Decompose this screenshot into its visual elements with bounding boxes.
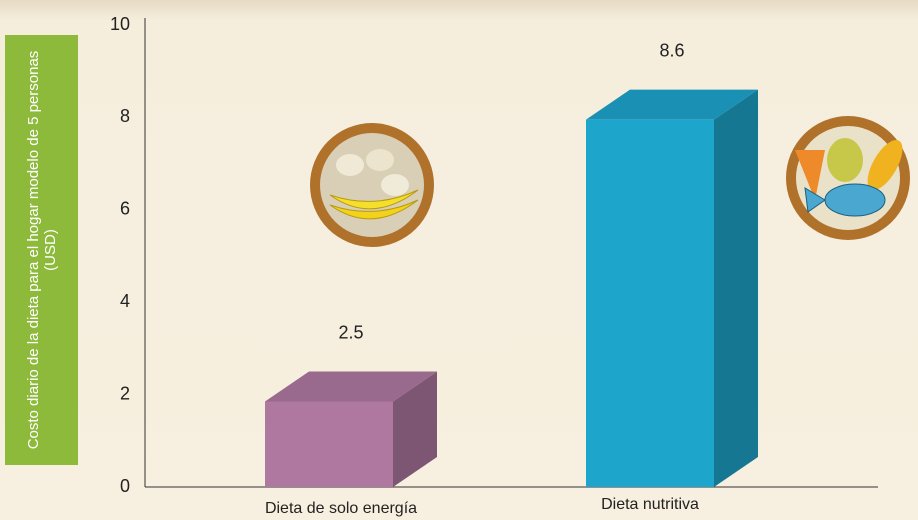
value-label: 2.5	[338, 322, 363, 342]
bar-side	[714, 90, 758, 487]
y-tick-label: 2	[120, 383, 130, 403]
y-tick-label: 4	[120, 291, 130, 311]
y-axis-label: Costo diario de la dieta para el hogar m…	[5, 35, 78, 465]
chart: Costo diario de la dieta para el hogar m…	[0, 0, 918, 520]
x-tick-label: Dieta de solo energía	[265, 500, 417, 517]
bar	[586, 120, 714, 487]
bar	[265, 402, 393, 488]
value-label: 8.6	[659, 40, 684, 60]
icon-beans	[310, 123, 434, 247]
background	[0, 0, 918, 520]
y-tick-label: 6	[120, 199, 130, 219]
y-tick-label: 8	[120, 106, 130, 126]
x-tick-label: Dieta nutritiva	[601, 496, 699, 513]
y-tick-label: 0	[120, 476, 130, 496]
y-tick-label: 10	[110, 14, 130, 34]
y-label-wrap: Costo diario de la dieta para el hogar m…	[5, 35, 78, 465]
icon-vegetables	[786, 116, 910, 240]
